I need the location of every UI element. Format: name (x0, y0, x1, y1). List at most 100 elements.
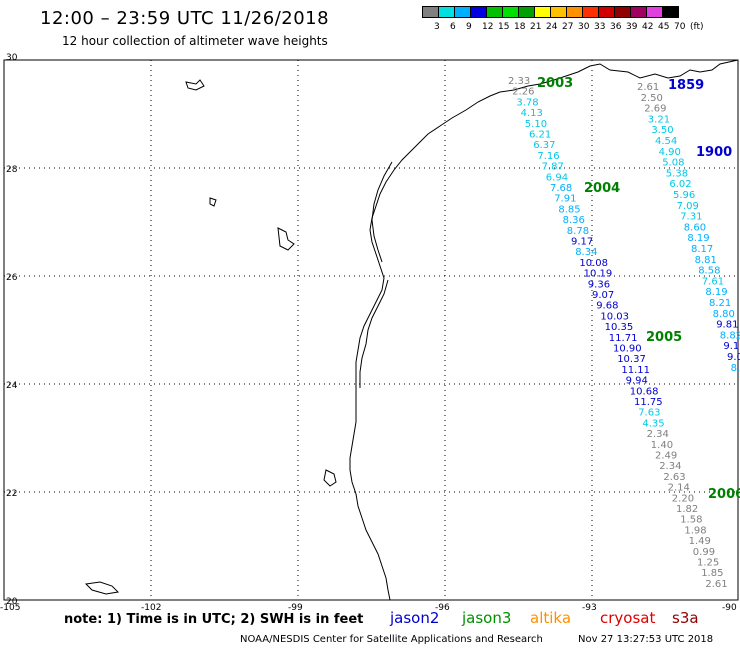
lat-label: 20 (6, 597, 18, 607)
wave-height-value: 7.87 (542, 162, 564, 173)
island-2 (277, 227, 295, 251)
wave-height-value: 9.17 (571, 237, 593, 248)
wave-height-value: 1.98 (684, 525, 706, 536)
track-values: 2.332.263.784.135.106.216.377.167.876.94… (508, 76, 740, 590)
wave-height-value: 8.36 (563, 215, 585, 226)
island-4 (323, 469, 337, 487)
legend-label: 15 (498, 22, 510, 32)
wave-height-value: 8.82 (720, 330, 740, 341)
wave-height-value: 5.96 (673, 190, 695, 201)
wave-height-value: 7.31 (680, 212, 702, 223)
pass-time-label: 1859 (668, 78, 704, 93)
footer-timestamp: Nov 27 13:27:53 UTC 2018 (578, 634, 714, 645)
lat-label: 28 (6, 165, 18, 175)
wave-height-value: 10.08 (579, 258, 608, 269)
legend-label: 3 (434, 22, 440, 32)
wave-height-value: 1.82 (676, 504, 698, 515)
wave-height-value: 10.03 (600, 311, 629, 322)
island-5 (209, 197, 217, 207)
wave-height-value: 9.0 (727, 352, 740, 363)
legend-label: 39 (626, 22, 638, 32)
color-legend (422, 6, 679, 18)
wave-height-value: 8.21 (709, 298, 731, 309)
legend-label: 70 (674, 22, 686, 32)
wave-height-value: 2.63 (663, 472, 685, 483)
wave-height-value: 8.78 (567, 226, 589, 237)
wave-height-value: 9.81 (716, 320, 738, 331)
lon-label: -93 (582, 603, 597, 613)
wave-height-value: 2.61 (637, 82, 659, 93)
legend-label: 30 (578, 22, 590, 32)
pass-time-labels: 2003 1859 1900 2004 2005 2006 (537, 76, 740, 502)
satellite-name: jason3 (462, 609, 512, 627)
lat-label: 30 (6, 53, 18, 63)
wave-height-value: 7.91 (554, 194, 576, 205)
wave-height-value: 2.61 (705, 579, 727, 590)
map-title: 12:00 – 23:59 UTC 11/26/2018 (40, 8, 330, 29)
pass-time-label: 2004 (584, 181, 620, 196)
wave-height-value: 2.69 (644, 104, 666, 115)
map-frame (3, 59, 739, 601)
legend-label: 27 (562, 22, 574, 32)
legend-label: 21 (530, 22, 542, 32)
legend-label: 42 (642, 22, 654, 32)
wave-height-value: 7.61 (702, 276, 724, 287)
wave-height-value: 8.60 (684, 222, 706, 233)
wave-height-value: 7.68 (550, 183, 572, 194)
island-1 (185, 79, 205, 91)
wave-height-value: 1.85 (701, 568, 723, 579)
wave-height-value: 2.34 (659, 461, 681, 472)
wave-height-value: 8.19 (705, 287, 727, 298)
wave-height-value: 3.50 (651, 125, 673, 136)
wave-height-value: 4.13 (521, 108, 543, 119)
wave-height-value: 5.10 (525, 119, 547, 130)
wave-height-value: 0.99 (693, 547, 715, 558)
wave-height-value: 8.19 (687, 233, 709, 244)
satellite-name: cryosat (600, 609, 656, 627)
legend-label: 18 (514, 22, 526, 32)
wave-height-value: 9.94 (626, 376, 648, 387)
footer-credit: NOAA/NESDIS Center for Satellite Applica… (240, 634, 543, 645)
legend-label: 6 (450, 22, 456, 32)
wave-height-value: 10.19 (584, 269, 613, 280)
wave-height-value: 8.80 (713, 309, 735, 320)
wave-height-value: 5.38 (666, 168, 688, 179)
wave-height-value: 2.14 (668, 483, 690, 494)
legend-label: 24 (546, 22, 558, 32)
legend-swatch (662, 6, 679, 18)
wave-height-value: 2.50 (641, 93, 663, 104)
wave-height-value: 8. (731, 363, 740, 374)
wave-height-value: 4.90 (659, 147, 681, 158)
barrier-island (359, 161, 393, 388)
wave-height-value: 10.68 (630, 386, 659, 397)
wave-height-value: 6.94 (546, 172, 568, 183)
lat-label: 22 (6, 489, 17, 499)
wave-height-value: 9.1 (723, 341, 739, 352)
island-3 (84, 581, 120, 595)
wave-height-value: 4.35 (642, 418, 664, 429)
pass-time-label: 2003 (537, 76, 573, 91)
legend-label: 36 (610, 22, 622, 32)
wave-height-value: 2.34 (647, 429, 669, 440)
satellite-name: s3a (672, 609, 699, 627)
wave-height-value: 2.20 (672, 493, 694, 504)
lat-lon-grid (4, 60, 738, 600)
wave-height-value: 8.85 (558, 204, 580, 215)
pass-time-label: 1900 (696, 145, 732, 160)
wave-height-value: 2.26 (512, 87, 534, 98)
wave-height-value: 3.78 (516, 97, 538, 108)
wave-height-value: 11.11 (621, 365, 650, 376)
axis-labels: 30 28 26 24 22 20-105 -102 -99 -96 -93 -90 (0, 53, 737, 613)
legend-label: 9 (466, 22, 472, 32)
wave-height-value: 10.90 (613, 344, 642, 355)
pass-time-label: 2005 (646, 330, 682, 345)
footer-note: note: 1) Time is in UTC; 2) SWH is in fe… (64, 612, 364, 627)
wave-height-value: 10.37 (617, 354, 646, 365)
wave-height-value: 6.37 (533, 140, 555, 151)
satellite-name: jason2 (390, 609, 440, 627)
wave-height-value: 8.17 (691, 244, 713, 255)
legend-label: 45 (658, 22, 670, 32)
map-subtitle: 12 hour collection of altimeter wave hei… (62, 34, 328, 48)
wave-height-value: 5.08 (662, 158, 684, 169)
